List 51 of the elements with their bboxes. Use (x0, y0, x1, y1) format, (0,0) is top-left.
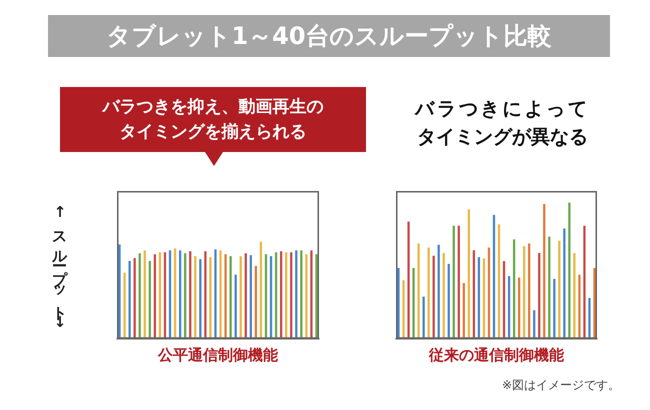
chart-subtitle: バラつきによってタイミングが異なる (414, 96, 591, 150)
bar (290, 252, 292, 339)
bar (204, 251, 207, 339)
text: ※図はイメージです。 (500, 377, 620, 394)
bar (300, 250, 302, 339)
bar (553, 278, 556, 339)
bar (452, 226, 455, 339)
bar (538, 252, 540, 339)
bar (134, 258, 136, 339)
bar (295, 250, 298, 339)
bar (422, 296, 425, 339)
bar (528, 243, 530, 339)
x-axis-title: 公平通信制御機能 (156, 346, 279, 365)
bar (462, 282, 465, 339)
bar (438, 244, 440, 339)
bar (184, 253, 186, 339)
chart-title: タブレット1～40台のスループット比較 (48, 15, 610, 57)
bar (558, 240, 560, 339)
bar (240, 256, 242, 339)
bar (178, 250, 182, 339)
bar (194, 256, 196, 339)
bar (128, 261, 131, 339)
bar (442, 252, 445, 339)
bar (305, 254, 308, 339)
bar (548, 236, 550, 339)
bar (148, 261, 151, 339)
bar (250, 255, 252, 339)
bar (568, 202, 570, 339)
bar (254, 266, 258, 339)
bar (234, 274, 237, 339)
bar (199, 259, 202, 339)
bar (229, 256, 232, 339)
chart-subtitle: バラつきを抑え、動画再生のタイミングを揃えられる (100, 96, 324, 144)
bar (563, 228, 566, 339)
x-axis-title: 従来の通信制御機能 (428, 346, 565, 365)
bar (244, 253, 247, 339)
y-axis-title: ↑スループット↓ (50, 202, 69, 334)
bar (189, 251, 192, 339)
bar (468, 209, 470, 339)
bar (428, 248, 430, 339)
bar (138, 253, 141, 339)
bar (280, 251, 282, 339)
bar (458, 226, 460, 339)
bar (154, 254, 156, 339)
bar (285, 252, 288, 339)
bar (144, 250, 146, 339)
bar (533, 310, 536, 339)
bar (523, 246, 526, 339)
bar (543, 204, 546, 339)
bar (448, 264, 450, 339)
bar (432, 256, 435, 339)
